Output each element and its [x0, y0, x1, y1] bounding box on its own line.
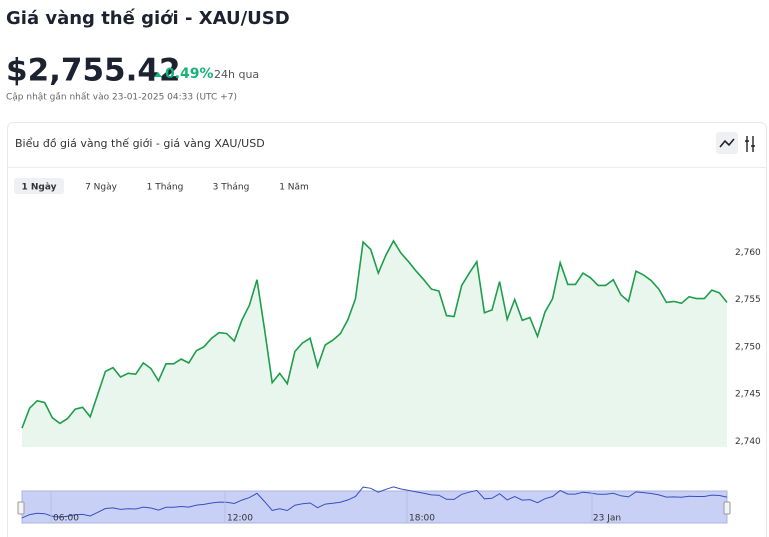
tab[interactable]: 1 Năm: [279, 183, 309, 193]
tab[interactable]: 1 Tháng: [147, 183, 184, 193]
tab[interactable]: 1 Ngày: [21, 183, 56, 193]
area: [22, 240, 727, 447]
navigator-label: 18:00: [409, 514, 435, 524]
period: 24h qua: [214, 68, 259, 81]
updated: Cập nhật gần nhất vào 23-01-2025 04:33 (…: [6, 92, 237, 103]
navigator-label: 23 Jan: [593, 514, 621, 524]
card: [7, 122, 767, 537]
navigator-handle[interactable]: [17, 501, 25, 515]
price-line: [21, 239, 728, 429]
y-tick-label: 2,755: [735, 295, 761, 305]
navigator-line: [21, 486, 728, 519]
change: 0.49%: [165, 66, 214, 82]
candle-mode-button[interactable]: [745, 136, 755, 152]
navigator-label: 06:00: [53, 514, 79, 524]
navigator-handle[interactable]: [723, 501, 731, 515]
y-tick-label: 2,750: [735, 342, 761, 352]
line-icon: [719, 138, 735, 148]
y-tick-label: 2,740: [735, 437, 761, 447]
up-arrow: [154, 72, 162, 77]
page-title: Giá vàng thế giới - XAU/USD: [6, 8, 290, 29]
card-title: Biểu đồ giá vàng thế giới - giá vàng XAU…: [15, 137, 265, 150]
y-tick-label: 2,760: [735, 248, 761, 258]
tab[interactable]: 3 Tháng: [213, 183, 250, 193]
y-tick-label: 2,745: [735, 390, 761, 400]
navigator-label: 12:00: [227, 514, 253, 524]
navigator[interactable]: [21, 490, 728, 524]
tab[interactable]: 7 Ngày: [85, 183, 118, 193]
tab-active-bg: [14, 178, 64, 194]
price: $2,755.42: [6, 53, 181, 89]
